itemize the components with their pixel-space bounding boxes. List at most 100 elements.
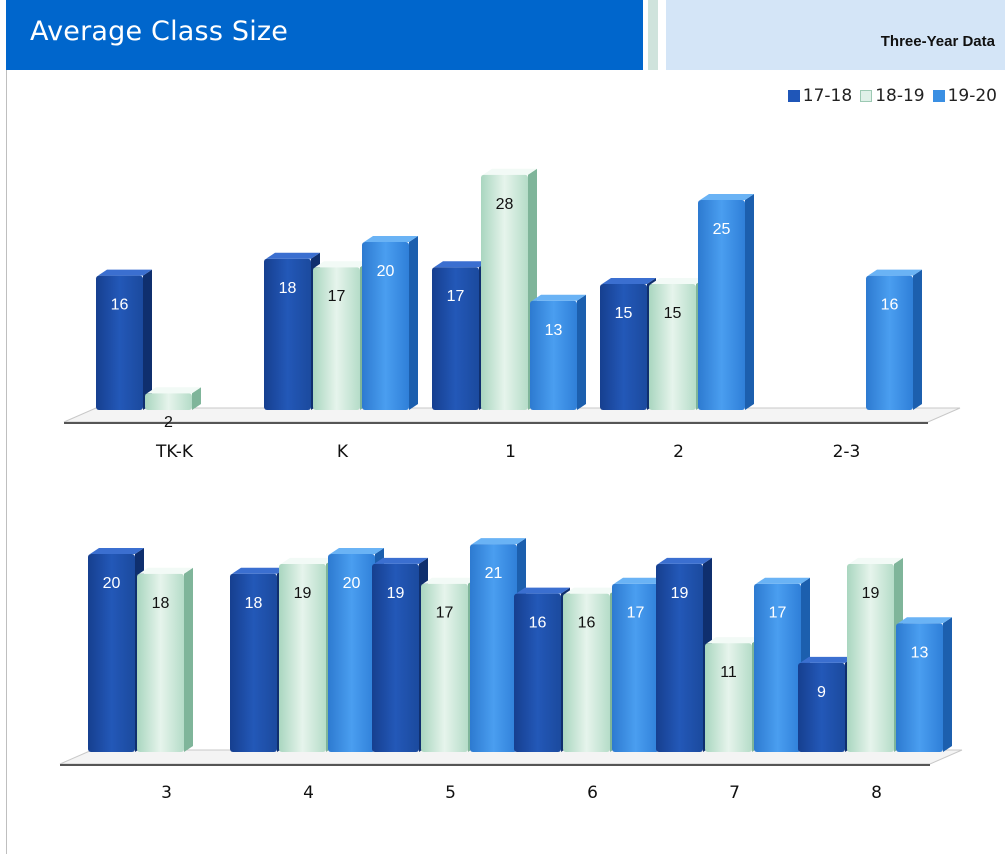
bar [421, 583, 468, 752]
subtitle-band: Three-Year Data [666, 0, 1005, 70]
header-accent-stripe [648, 0, 658, 70]
bar-side [745, 194, 754, 410]
legend-swatch [860, 90, 873, 102]
bar-top [147, 387, 201, 394]
bar [432, 267, 479, 410]
data-label: 13 [545, 322, 563, 339]
bar-top [472, 538, 526, 545]
x-tick-label: 2-3 [833, 442, 861, 462]
bar [656, 563, 703, 752]
x-tick-label: 2 [673, 442, 684, 462]
bar [88, 554, 135, 752]
data-label: 11 [720, 664, 737, 681]
data-label: 21 [485, 565, 503, 582]
bar-top [139, 567, 193, 574]
x-tick-label: TK-K [155, 442, 194, 462]
x-tick-label: 5 [445, 783, 456, 803]
data-label: 17 [328, 288, 346, 305]
legend-label: 19-20 [947, 86, 997, 106]
bar-top [434, 261, 488, 268]
bar-top [423, 577, 477, 584]
data-label: 19 [387, 585, 405, 602]
bar [530, 300, 577, 410]
data-label: 16 [111, 297, 129, 314]
title-band: Average Class Size [6, 0, 643, 70]
bar [600, 284, 647, 410]
data-label: 15 [664, 305, 682, 322]
bar [96, 275, 143, 410]
legend-item-18-19: 18-19 [860, 86, 925, 106]
bar-top [849, 557, 903, 564]
bar-side [143, 269, 152, 410]
data-label: 9 [817, 684, 826, 701]
bar [649, 284, 696, 410]
data-label: 2 [164, 414, 173, 431]
bar-top [516, 587, 570, 594]
bar [563, 593, 610, 752]
bar-top [756, 577, 810, 584]
bar-top [281, 557, 335, 564]
bar-top [614, 577, 668, 584]
bar-top [98, 269, 152, 276]
x-tick-label: 4 [303, 783, 314, 803]
bar-top [800, 656, 854, 663]
bar [612, 583, 659, 752]
bar-top [700, 194, 754, 200]
bar [698, 200, 745, 410]
bar-top [898, 617, 952, 624]
bar-side [192, 387, 201, 410]
x-tick-label: 8 [871, 783, 882, 803]
bar [705, 643, 752, 752]
x-tick-label: 7 [729, 783, 740, 803]
chart-legend: 17-18 18-19 19-20 [787, 86, 997, 106]
bar-top [232, 567, 286, 574]
bar [481, 174, 528, 410]
data-label: 25 [713, 221, 731, 238]
legend-label: 18-19 [875, 86, 925, 106]
data-label: 15 [615, 305, 633, 322]
chart-floor [63, 407, 961, 423]
bar [866, 275, 913, 410]
bar-top [90, 548, 144, 554]
bar-top [651, 278, 705, 284]
bar [798, 662, 845, 752]
bar [847, 563, 894, 752]
bar [145, 393, 192, 410]
bar-top [483, 168, 537, 175]
data-label: 16 [529, 615, 547, 632]
data-label: 13 [911, 644, 929, 661]
header-divider [643, 0, 648, 70]
data-label: 18 [152, 595, 170, 612]
legend-item-19-20: 19-20 [932, 86, 997, 106]
data-label: 20 [103, 575, 121, 592]
content-frame-border [6, 70, 7, 854]
data-label: 16 [881, 297, 899, 314]
bar-top [532, 294, 586, 301]
data-label: 19 [294, 585, 312, 602]
legend-swatch [787, 90, 800, 102]
bar [328, 554, 375, 752]
bar-side [577, 294, 586, 410]
header-divider [658, 0, 664, 70]
bar-top [374, 557, 428, 564]
x-tick-label: 6 [587, 783, 598, 803]
data-label: 17 [769, 605, 787, 622]
data-label: 17 [436, 605, 454, 622]
legend-swatch [932, 90, 945, 102]
bar-top [868, 269, 922, 276]
data-label: 20 [343, 575, 361, 592]
bar-top [602, 278, 656, 284]
bar-top [565, 587, 619, 594]
data-label: 17 [447, 288, 465, 305]
page-title: Average Class Size [30, 16, 289, 47]
data-label: 16 [578, 615, 596, 632]
bar [896, 623, 943, 752]
bar [470, 544, 517, 752]
x-tick-label: 3 [161, 783, 172, 803]
bar-top [315, 261, 369, 268]
bar-side [943, 617, 952, 752]
data-label: 17 [627, 605, 645, 622]
page-subtitle: Three-Year Data [880, 33, 995, 50]
legend-label: 17-18 [802, 86, 853, 106]
